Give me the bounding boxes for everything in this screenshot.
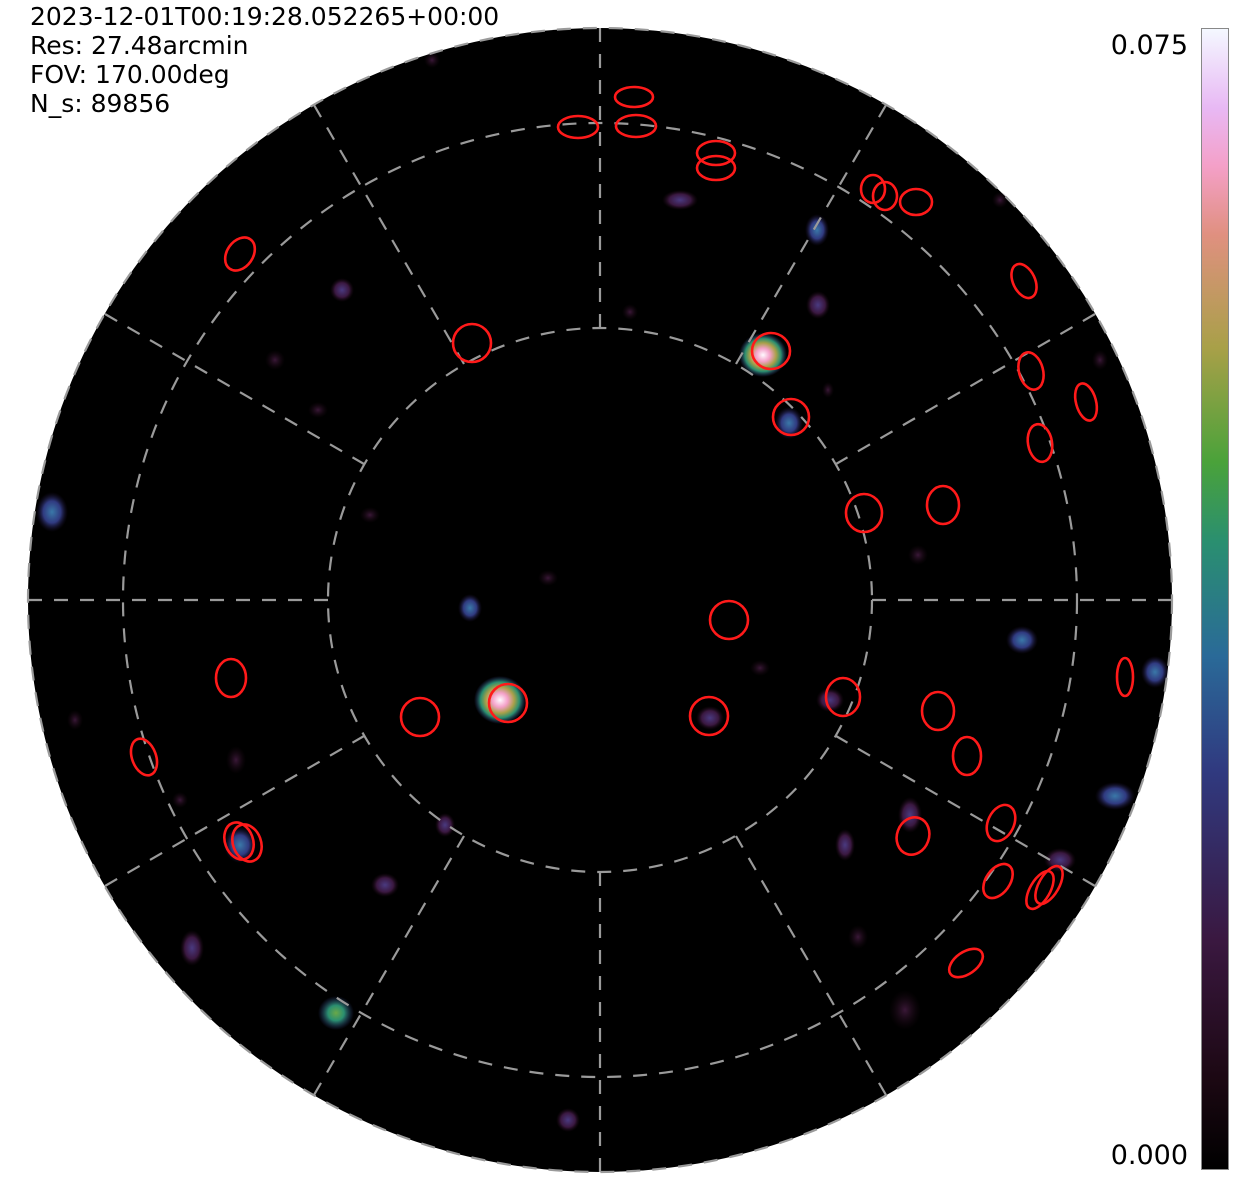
blob bbox=[898, 797, 922, 833]
source-marker bbox=[951, 735, 983, 777]
blob bbox=[226, 746, 246, 774]
source-marker bbox=[895, 816, 931, 856]
source-marker bbox=[750, 331, 792, 371]
source-marker bbox=[708, 599, 750, 641]
colorbar bbox=[1201, 28, 1229, 1170]
source-marker bbox=[1034, 864, 1064, 906]
source-marker bbox=[451, 322, 493, 364]
blob bbox=[622, 304, 638, 320]
colorbar-min-label: 0.000 bbox=[1110, 1140, 1188, 1171]
source-marker bbox=[487, 682, 529, 724]
blob bbox=[775, 407, 803, 439]
source-marker bbox=[214, 657, 248, 699]
blob bbox=[1006, 626, 1038, 654]
polar-grid bbox=[26, 26, 1174, 1174]
source-marker bbox=[985, 803, 1017, 843]
blob bbox=[435, 813, 455, 837]
source-marker bbox=[223, 821, 255, 861]
source-marker bbox=[1026, 422, 1054, 464]
source-marker bbox=[556, 114, 600, 140]
source-marker bbox=[399, 696, 441, 738]
blob bbox=[889, 990, 921, 1030]
info-panel: 2023-12-01T00:19:28.052265+00:00 Res: 27… bbox=[30, 2, 499, 118]
blob bbox=[835, 829, 855, 861]
source-marker bbox=[1115, 656, 1135, 698]
source-marker bbox=[925, 484, 961, 526]
bright-source-upper-right bbox=[739, 333, 787, 377]
source-marker bbox=[898, 187, 934, 217]
source-marker bbox=[695, 154, 737, 182]
source-marker bbox=[223, 236, 257, 272]
blob bbox=[371, 873, 399, 897]
blob bbox=[424, 52, 440, 68]
sky-disc bbox=[28, 28, 1172, 1172]
colorbar-max-label: 0.075 bbox=[1110, 30, 1188, 61]
source-marker bbox=[871, 180, 899, 212]
resolution-text: Res: 27.48arcmin bbox=[30, 31, 249, 60]
emission-blobs bbox=[36, 52, 1169, 1132]
blob bbox=[662, 190, 698, 210]
source-marker bbox=[920, 690, 956, 732]
bright-source-center bbox=[474, 676, 526, 724]
source-marker bbox=[688, 695, 730, 737]
source-marker bbox=[695, 139, 737, 167]
blob bbox=[816, 688, 844, 712]
blob bbox=[1092, 350, 1108, 370]
source-marker bbox=[614, 113, 658, 139]
source-marker bbox=[129, 737, 159, 777]
blob bbox=[805, 214, 829, 246]
blob bbox=[908, 545, 928, 565]
blob bbox=[806, 291, 830, 319]
source-marker bbox=[1073, 382, 1099, 422]
blob bbox=[822, 382, 834, 398]
source-marker bbox=[771, 397, 811, 437]
blob bbox=[330, 278, 354, 302]
source-marker bbox=[982, 862, 1014, 900]
blob bbox=[1095, 782, 1135, 810]
blob bbox=[696, 706, 724, 730]
blob bbox=[992, 192, 1008, 208]
fov-text: FOV: 170.00deg bbox=[30, 60, 230, 89]
source-marker bbox=[1025, 869, 1055, 911]
source-count-text: N_s: 89856 bbox=[30, 89, 171, 118]
blob bbox=[67, 710, 83, 730]
source-marker bbox=[613, 85, 655, 109]
source-marker bbox=[859, 173, 887, 205]
blob bbox=[265, 350, 285, 370]
blob bbox=[750, 660, 770, 676]
source-marker bbox=[844, 492, 884, 534]
grid-circle bbox=[121, 121, 1079, 1079]
blob bbox=[538, 570, 558, 586]
source-markers bbox=[129, 85, 1135, 979]
blob bbox=[1044, 848, 1076, 872]
blob bbox=[36, 492, 68, 532]
source-marker bbox=[231, 823, 263, 863]
blob bbox=[308, 402, 328, 418]
blob bbox=[180, 930, 204, 966]
green-source-lower-left bbox=[318, 996, 354, 1030]
source-marker bbox=[1017, 351, 1045, 391]
blob bbox=[458, 594, 482, 622]
blob bbox=[1141, 656, 1169, 688]
blob bbox=[556, 1108, 580, 1132]
blob bbox=[848, 925, 868, 949]
blob bbox=[360, 507, 380, 523]
source-marker bbox=[824, 676, 862, 718]
timestamp-text: 2023-12-01T00:19:28.052265+00:00 bbox=[30, 2, 500, 31]
source-marker bbox=[947, 947, 985, 979]
blob bbox=[172, 792, 188, 808]
source-marker bbox=[1010, 262, 1038, 300]
